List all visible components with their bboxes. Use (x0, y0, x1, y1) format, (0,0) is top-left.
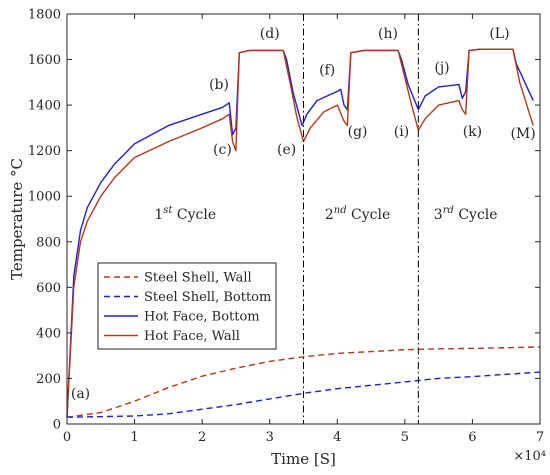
x-tick-label-5: 5 (401, 430, 409, 445)
cycle-label-1: 1st Cycle (154, 205, 216, 223)
point-label-f: (f) (319, 62, 335, 78)
point-label-j: (j) (434, 60, 449, 76)
legend: Steel Shell, Wall Steel Shell, Bottom Ho… (97, 262, 277, 350)
y-tick-label-1000: 1000 (28, 190, 61, 205)
x-tick-label-1: 1 (130, 430, 138, 445)
legend-label-hot-face-bottom: Hot Face, Bottom (144, 310, 260, 325)
y-tick-label-1600: 1600 (28, 53, 61, 68)
legend-label-steel-shell-wall: Steel Shell, Wall (144, 271, 252, 286)
point-label-c: (c) (213, 142, 232, 158)
legend-label-steel-shell-bottom: Steel Shell, Bottom (144, 290, 271, 305)
x-tick-label-7: 7 (536, 430, 544, 445)
y-tick-label-400: 400 (36, 326, 61, 341)
x-axis-multiplier: ×10⁴ (513, 449, 546, 464)
point-label-a: (a) (71, 386, 90, 402)
legend-label-hot-face-wall: Hot Face, Wall (144, 329, 240, 344)
y-tick-label-200: 200 (36, 372, 61, 387)
point-label-h: (h) (378, 26, 398, 42)
y-tick-label-600: 600 (36, 281, 61, 296)
point-label-d: (d) (260, 26, 280, 42)
y-axis-title: Temperature °C (8, 158, 26, 280)
y-tick-label-1800: 1800 (28, 8, 61, 23)
legend-item-steel-shell-wall: Steel Shell, Wall (104, 271, 252, 286)
point-label-b: (b) (209, 77, 229, 93)
series-layer (66, 48, 541, 418)
series-line-steel-shell-wall (66, 346, 541, 418)
point-label-k: (k) (463, 124, 482, 140)
annotation-layer: (a) (b) (c) (d) (e) (f) (g) (h) (i) (j) (k) (L) (M) 1… (71, 26, 536, 402)
x-tick-label-3: 3 (266, 430, 274, 445)
x-tick-label-2: 2 (198, 430, 206, 445)
point-label-e: (e) (277, 142, 296, 158)
y-tick-label-1400: 1400 (28, 99, 61, 114)
legend-item-steel-shell-bottom: Steel Shell, Bottom (104, 290, 271, 305)
x-tick-label-0: 0 (63, 430, 71, 445)
cycle-dividers (303, 14, 419, 424)
y-tick-label-800: 800 (36, 235, 61, 250)
y-tick-label-0: 0 (53, 418, 61, 433)
plot-frame (66, 13, 541, 425)
point-label-g: (g) (348, 124, 368, 140)
x-axis-title: Time [S] (271, 450, 336, 468)
cycle-label-3: 3rd Cycle (434, 205, 498, 223)
point-label-i: (i) (394, 124, 409, 140)
series-line-hot-face-wall (66, 48, 534, 418)
series-line-hot-face-bottom (66, 48, 534, 418)
legend-item-hot-face-wall: Hot Face, Wall (104, 329, 240, 344)
axis-ticks: 0 1 2 3 4 5 6 7 0 200 400 600 800 1000 1200 1400 1600 180… (28, 8, 544, 446)
point-label-l: (L) (489, 26, 509, 42)
y-tick-label-1200: 1200 (28, 144, 61, 159)
cycle-label-2: 2nd Cycle (325, 205, 390, 223)
x-tick-label-6: 6 (468, 430, 476, 445)
point-label-m: (M) (510, 126, 535, 142)
legend-item-hot-face-bottom: Hot Face, Bottom (104, 310, 260, 325)
x-tick-label-4: 4 (333, 430, 341, 445)
series-line-steel-shell-bottom (66, 371, 541, 418)
